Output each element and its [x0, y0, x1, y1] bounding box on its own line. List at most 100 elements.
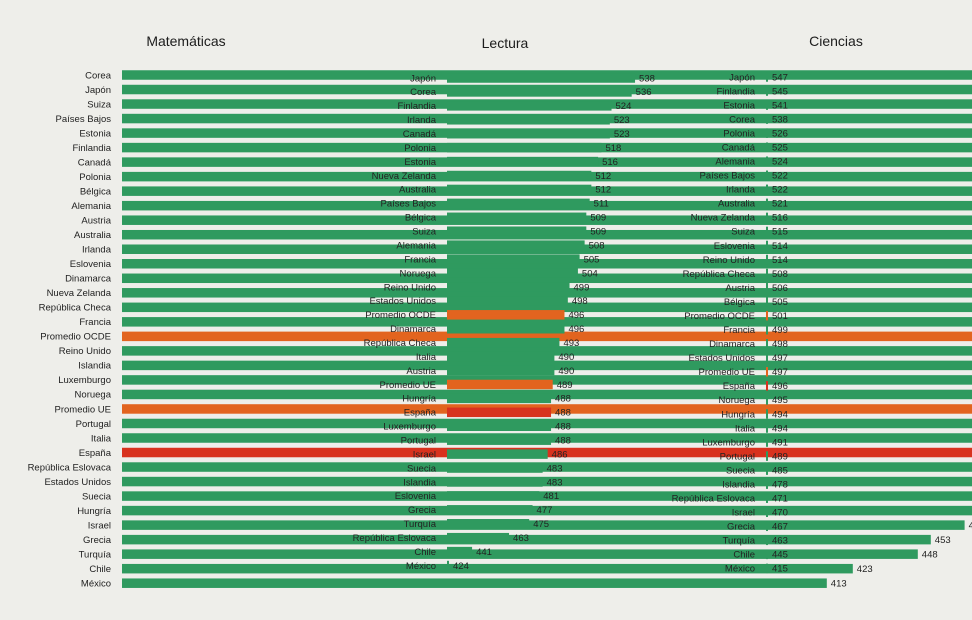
value-label: 470	[772, 508, 788, 519]
bar-lectura	[447, 491, 540, 501]
value-label: 488	[555, 394, 571, 405]
bar-lectura	[447, 170, 592, 181]
bar-ciencias	[766, 226, 768, 237]
bar-lectura	[447, 337, 560, 348]
bar-ciencias	[766, 493, 768, 503]
category-label: Islandia	[403, 477, 436, 488]
bar-ciencias	[766, 128, 768, 138]
value-label: 486	[552, 449, 568, 460]
value-label: 448	[922, 549, 938, 560]
bar-lectura	[447, 463, 543, 473]
bar-matematicas	[122, 476, 972, 487]
value-label: 499	[574, 282, 590, 293]
bar-ciencias	[766, 310, 768, 321]
bar-ciencias	[766, 465, 768, 475]
bar-ciencias	[766, 86, 768, 96]
category-label: España	[79, 448, 112, 459]
category-label: Finlandia	[397, 101, 436, 112]
bar-ciencias	[766, 156, 768, 166]
chart-lectura: Lectura Japón 538 Corea 536 Finlandia 524 Irla…	[353, 35, 655, 572]
value-label: 511	[594, 199, 609, 210]
category-label: Canadá	[403, 129, 437, 140]
category-label: Luxemburgo	[58, 375, 111, 386]
bar-lectura	[447, 407, 552, 418]
bar-ciencias	[766, 423, 768, 433]
category-label: Bélgica	[724, 297, 756, 308]
value-label: 512	[595, 185, 611, 196]
category-label: Promedio OCDE	[40, 332, 111, 343]
category-label: Promedio UE	[380, 380, 437, 391]
bar-matematicas	[122, 578, 827, 588]
category-label: España	[404, 408, 437, 419]
bar-matematicas	[122, 462, 972, 472]
value-label: 493	[563, 338, 579, 349]
category-label: Bélgica	[80, 186, 112, 197]
value-label: 413	[831, 579, 847, 590]
bar-lectura	[447, 351, 555, 362]
value-label: 495	[772, 395, 788, 406]
bar-ciencias	[766, 437, 768, 447]
value-label: 496	[568, 324, 584, 335]
value-label: 488	[555, 422, 571, 433]
category-label: México	[725, 564, 755, 575]
category-label: Portugal	[76, 419, 111, 430]
bar-ciencias	[766, 268, 768, 279]
value-label: 467	[772, 522, 788, 533]
category-label: Corea	[410, 87, 437, 98]
value-label: 541	[772, 100, 788, 111]
value-label: 523	[614, 129, 630, 140]
value-label: 506	[772, 283, 788, 294]
category-label: Irlanda	[726, 185, 756, 196]
value-label: 536	[636, 87, 652, 98]
bar-lectura	[447, 282, 570, 292]
value-label: 518	[605, 143, 621, 154]
value-label: 453	[935, 535, 951, 546]
category-label: Promedio OCDE	[684, 311, 755, 322]
category-label: Luxemburgo	[702, 437, 755, 448]
value-label: 445	[772, 550, 788, 561]
category-label: Italia	[416, 352, 437, 363]
category-label: Promedio UE	[55, 404, 112, 415]
chart-ciencias: Ciencias Japón 547 Finlandia 545 Estonia 541 C…	[672, 33, 863, 575]
category-label: Chile	[733, 550, 755, 561]
category-label: Austria	[406, 366, 436, 377]
value-label: 489	[557, 380, 573, 391]
value-label: 526	[772, 128, 788, 139]
category-label: Hungría	[402, 394, 437, 405]
category-label: Austria	[725, 283, 755, 294]
value-label: 538	[639, 73, 655, 84]
bar-lectura	[447, 156, 599, 167]
value-label: 522	[772, 171, 788, 182]
category-label: Francia	[79, 317, 111, 328]
bar-ciencias	[766, 339, 768, 349]
category-label: Polonia	[79, 172, 111, 183]
category-label: Reino Unido	[384, 282, 436, 293]
bar-matematicas	[122, 563, 853, 574]
value-label: 497	[772, 353, 788, 364]
bar-ciencias	[766, 451, 768, 461]
value-label: 505	[772, 297, 788, 308]
bar-ciencias	[766, 324, 768, 335]
bar-lectura	[447, 532, 510, 543]
category-label: Suiza	[87, 99, 111, 110]
bar-ciencias	[766, 212, 768, 223]
category-label: Estados Unidos	[44, 477, 111, 488]
bar-ciencias	[766, 184, 768, 195]
category-label: Alemania	[396, 240, 436, 251]
value-label: 466	[969, 520, 972, 531]
category-label: Hungría	[721, 409, 756, 420]
category-label: República Checa	[683, 269, 756, 280]
value-label: 509	[590, 227, 606, 238]
category-label: República Eslovaca	[672, 494, 756, 505]
category-label: República Checa	[39, 303, 112, 314]
value-label: 499	[772, 325, 788, 336]
category-label: Noruega	[75, 390, 112, 401]
chart-title-ciencias: Ciencias	[809, 33, 863, 49]
value-label: 481	[543, 491, 559, 502]
category-label: México	[406, 561, 436, 572]
bar-lectura	[447, 240, 585, 250]
category-label: Nueva Zelanda	[691, 213, 756, 224]
category-label: Dinamarca	[65, 274, 112, 285]
category-label: Canadá	[722, 143, 756, 154]
